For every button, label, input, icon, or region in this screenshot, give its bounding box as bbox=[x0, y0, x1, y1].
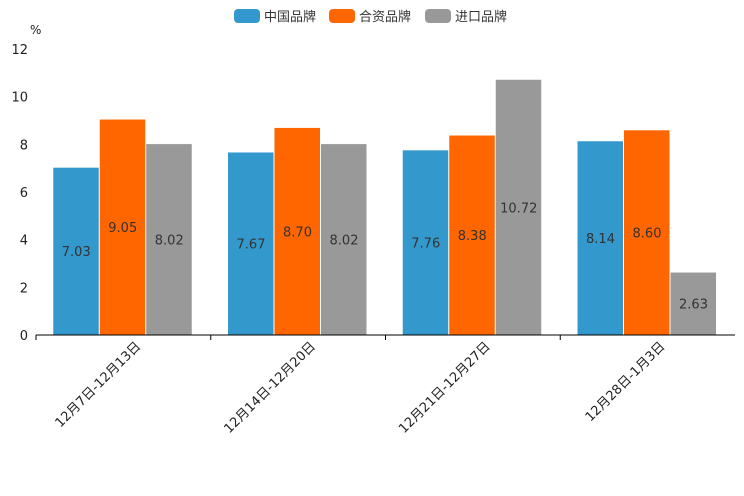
bar bbox=[52, 167, 100, 336]
bar bbox=[577, 140, 624, 336]
legend-swatch bbox=[425, 9, 451, 23]
legend-label: 进口品牌 bbox=[455, 9, 507, 25]
bar-value-label: 7.76 bbox=[411, 237, 440, 252]
y-tick-label: 8 bbox=[20, 138, 28, 153]
legend-label: 中国品牌 bbox=[264, 9, 316, 25]
bar bbox=[623, 129, 670, 336]
bar bbox=[145, 143, 193, 336]
legend: 中国品牌 合资品牌 进口品牌 bbox=[234, 9, 507, 25]
bar bbox=[670, 272, 717, 336]
y-axis-unit-label: % bbox=[30, 23, 41, 37]
y-tick-label: 2 bbox=[20, 281, 28, 296]
y-tick-label: 10 bbox=[11, 91, 28, 106]
y-tick-label: 0 bbox=[20, 329, 28, 344]
legend-label: 合资品牌 bbox=[359, 9, 411, 25]
bar bbox=[320, 143, 367, 336]
x-tick-label: 12月14日-12月20日 bbox=[221, 339, 318, 436]
bar-value-label: 8.60 bbox=[633, 227, 662, 242]
bar-value-labels: 7.03 9.05 8.02 7.67 8.70 8.02 7.76 8.38 10.72 8.1… bbox=[62, 201, 708, 312]
bar bbox=[448, 135, 496, 336]
legend-swatch bbox=[329, 9, 355, 23]
x-tick-label: 12月21日-12月27日 bbox=[396, 339, 493, 436]
y-tick-label: 12 bbox=[11, 43, 28, 58]
legend-swatch bbox=[234, 9, 260, 23]
bar-value-label: 9.05 bbox=[108, 221, 137, 236]
y-tick-label: 6 bbox=[20, 186, 28, 201]
bar-value-label: 2.63 bbox=[679, 298, 708, 313]
bar-value-label: 7.67 bbox=[237, 238, 266, 253]
bar-value-label: 8.70 bbox=[283, 225, 312, 240]
bar-value-label: 7.03 bbox=[62, 245, 91, 260]
bar bbox=[274, 127, 321, 336]
x-tick-label: 12月7日-12月13日 bbox=[53, 339, 145, 431]
bar-value-label: 8.38 bbox=[458, 229, 487, 244]
y-axis: 0 2 4 6 8 10 12 bbox=[11, 43, 28, 344]
y-tick-label: 4 bbox=[20, 234, 28, 249]
bar bbox=[99, 119, 146, 336]
bar bbox=[227, 151, 274, 336]
x-axis: 12月7日-12月13日 12月14日-12月20日 12月21日-12月27日 12… bbox=[35, 335, 669, 437]
bars bbox=[52, 79, 717, 336]
bar-value-label: 8.02 bbox=[155, 233, 184, 248]
bar bbox=[402, 149, 449, 336]
x-tick-label: 12月28日-1月3日 bbox=[583, 339, 669, 425]
bar-value-label: 8.02 bbox=[330, 233, 359, 248]
bar-value-label: 10.72 bbox=[500, 201, 537, 216]
bar-value-label: 8.14 bbox=[586, 232, 615, 247]
